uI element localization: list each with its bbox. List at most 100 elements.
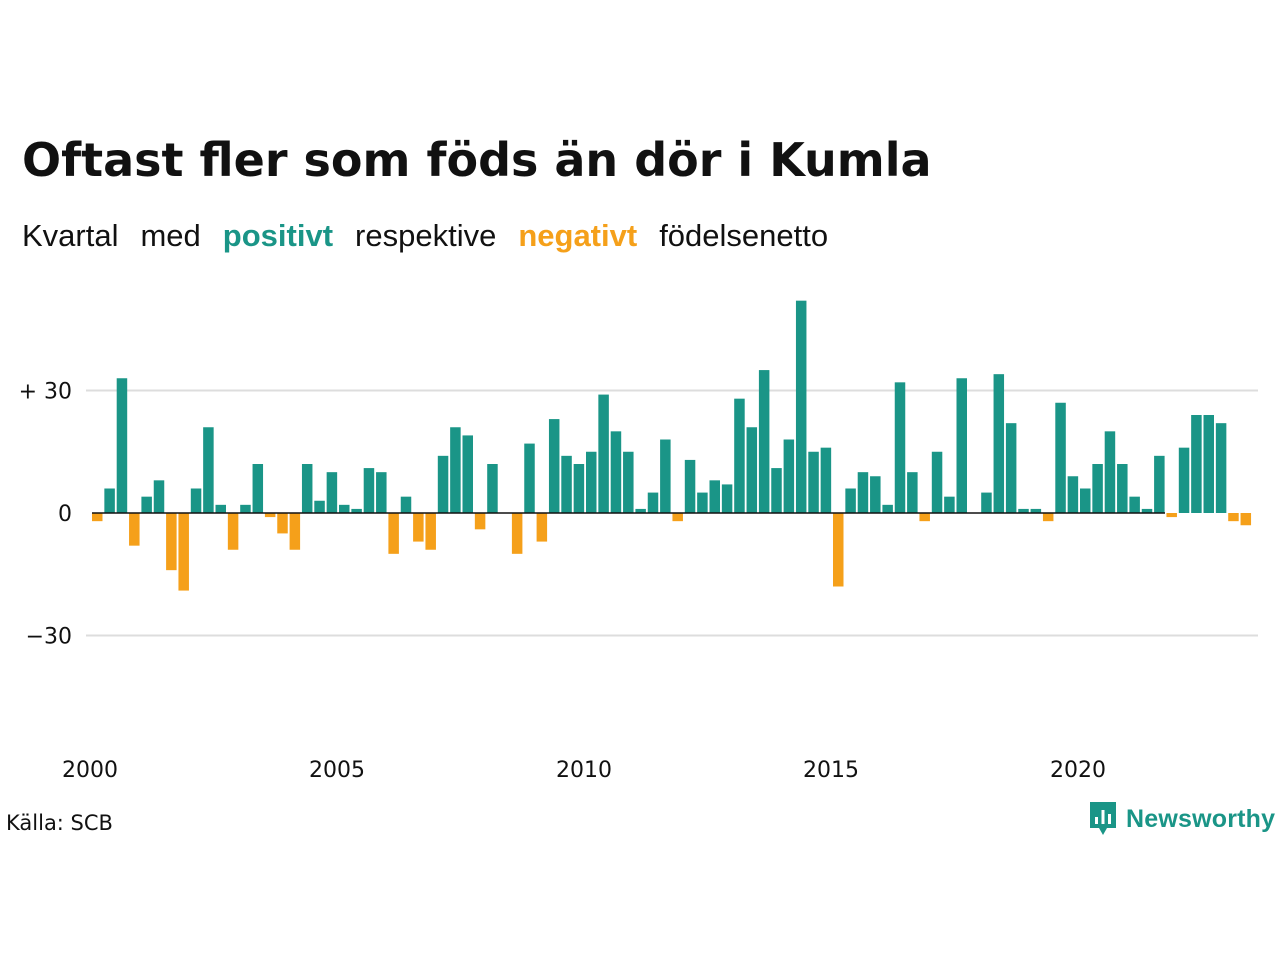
bar (758, 370, 770, 513)
bar (215, 504, 226, 513)
bar (326, 472, 338, 513)
y-tick-label: + 30 (19, 380, 72, 405)
bar (870, 476, 881, 513)
bar (450, 427, 461, 513)
bar (1129, 496, 1140, 513)
bar (1215, 423, 1227, 513)
bar (981, 492, 992, 513)
bar (907, 472, 918, 513)
bar (388, 513, 399, 554)
bar (709, 480, 720, 513)
subtitle-word-respektive: respektive (355, 218, 497, 253)
bar (474, 513, 486, 530)
bar (339, 504, 350, 513)
x-tick-label: 2020 (1050, 758, 1106, 783)
bar (1092, 464, 1103, 513)
x-tick-label: 2000 (62, 758, 118, 783)
bar (919, 513, 930, 522)
bar (993, 374, 1005, 513)
bar (153, 480, 165, 513)
bar (1042, 513, 1054, 522)
bar (252, 464, 264, 513)
bar (820, 447, 832, 513)
bar (783, 439, 795, 513)
bar (561, 455, 572, 513)
bar (1191, 415, 1202, 513)
bar (573, 464, 585, 513)
bar (845, 488, 856, 513)
chart-subtitle: Kvartal med positivt respektive negativt föde… (22, 216, 850, 256)
subtitle-word-kvartal: Kvartal (22, 218, 119, 253)
bar (289, 513, 301, 550)
bar (771, 468, 782, 513)
bar (623, 451, 634, 513)
bar (635, 508, 646, 513)
bar (376, 472, 387, 513)
bar (598, 394, 609, 513)
bar (721, 484, 733, 513)
bar (795, 300, 807, 513)
subtitle-word-med: med (140, 218, 201, 253)
source-note: Källa: SCB (6, 811, 113, 835)
bar (647, 492, 659, 513)
bar (141, 496, 152, 513)
bar (190, 488, 202, 513)
bar-chart: + 30 0 −30 2000 2005 2010 2015 2020 (19, 300, 1258, 783)
bar (586, 451, 597, 513)
bar (857, 472, 869, 513)
subtitle-negative-label: negativt (518, 218, 638, 253)
bar (1055, 402, 1066, 513)
bar (697, 492, 708, 513)
bar (511, 513, 523, 554)
bar (944, 496, 955, 513)
bar (104, 488, 115, 513)
bar (1018, 508, 1029, 513)
bar (931, 451, 943, 513)
x-tick-label: 2005 (309, 758, 365, 783)
bar (1178, 447, 1190, 513)
bar (351, 508, 362, 513)
bar (314, 500, 325, 513)
bar (301, 464, 313, 513)
bar (363, 468, 375, 513)
bar (116, 378, 128, 513)
bar (178, 513, 189, 591)
bar (264, 513, 276, 518)
chart-title: Oftast fler som föds än dör i Kumla (22, 133, 932, 187)
bar (487, 464, 498, 513)
bar (1203, 415, 1214, 513)
y-tick-label: −30 (26, 625, 72, 650)
subtitle-word-fodelsenetto: födelsenetto (659, 218, 829, 253)
bar (882, 504, 893, 513)
bar (1030, 508, 1042, 513)
y-tick-label: 0 (58, 502, 72, 527)
bar (684, 459, 696, 513)
bar (672, 513, 683, 522)
bar (425, 513, 436, 550)
brand-name: Newsworthy (1126, 804, 1276, 833)
bar (400, 496, 412, 513)
bar (1080, 488, 1091, 513)
bar (1141, 508, 1153, 513)
bar (1104, 431, 1116, 513)
subtitle-positive-label: positivt (222, 218, 334, 253)
bar (1067, 476, 1079, 513)
bar (894, 382, 906, 513)
bar (833, 513, 844, 587)
bar (166, 513, 177, 571)
bar (437, 455, 449, 513)
bar (1240, 513, 1252, 526)
bar (203, 427, 214, 513)
bar (240, 504, 251, 513)
bar (536, 513, 548, 542)
bar (746, 427, 758, 513)
bar (129, 513, 140, 546)
bar (734, 398, 745, 513)
bar (1228, 513, 1239, 522)
bar (660, 439, 671, 513)
bar (1166, 513, 1177, 518)
bar (524, 443, 535, 513)
bar (1005, 423, 1017, 513)
bar (413, 513, 424, 542)
bar (808, 451, 819, 513)
